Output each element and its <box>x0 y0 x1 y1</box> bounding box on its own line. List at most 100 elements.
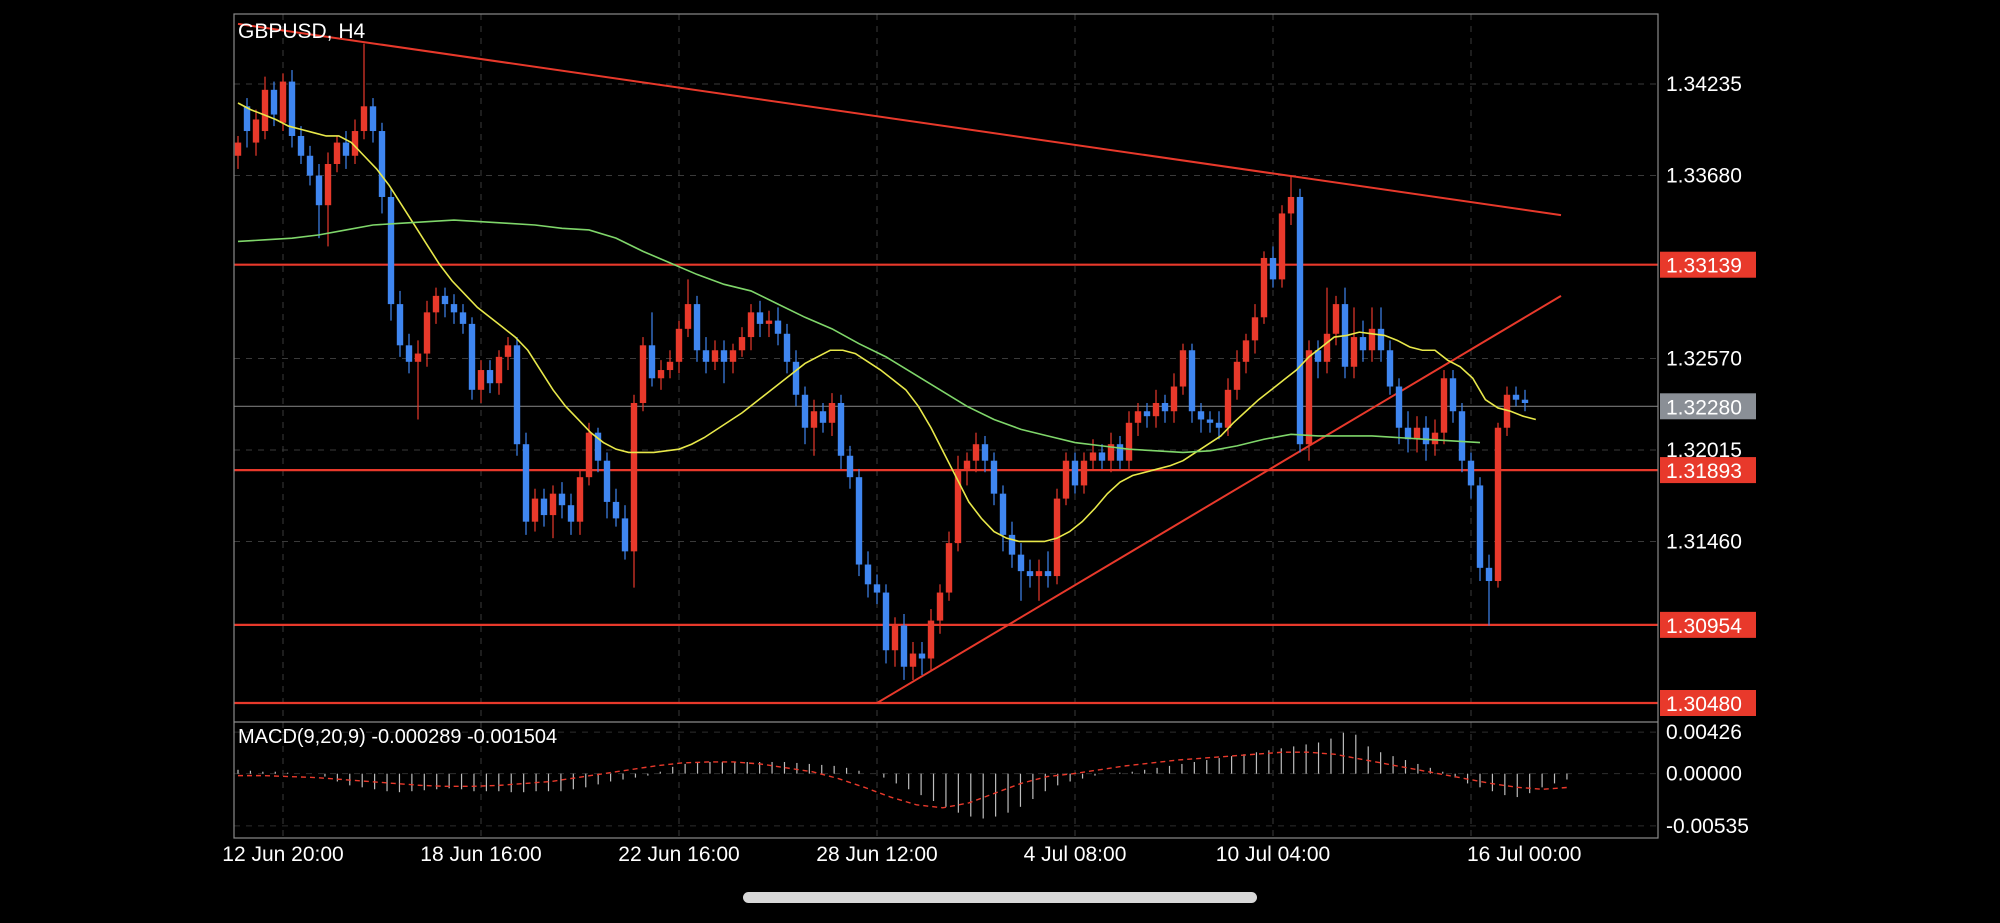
trendline <box>237 22 1562 217</box>
horizontal-levels <box>234 263 1658 705</box>
candle-body <box>495 356 503 384</box>
candle-body <box>315 175 323 206</box>
candle-body <box>1332 304 1340 334</box>
current-price-tag <box>1660 393 1756 420</box>
candle-body <box>1395 386 1403 428</box>
candle-body <box>657 370 665 379</box>
candle-body <box>234 142 242 156</box>
candle-body <box>621 518 629 552</box>
candle-body <box>324 163 332 206</box>
candle-body <box>1035 571 1043 577</box>
candle-body <box>810 411 818 428</box>
candle-body <box>1287 196 1295 214</box>
candle-body <box>882 592 890 651</box>
candle-body <box>1485 567 1493 582</box>
candle-body <box>1377 328 1385 351</box>
candle-body <box>981 444 989 461</box>
candle-body <box>1350 337 1358 367</box>
candle-body <box>675 328 683 362</box>
candle-body <box>540 498 548 516</box>
candle-body <box>1179 350 1187 387</box>
level-price-tag <box>1660 457 1756 484</box>
candle-body <box>954 468 962 544</box>
candle-body <box>1422 427 1430 445</box>
macd-tick-label: 0.00000 <box>1666 763 1742 786</box>
candle-body <box>594 432 602 461</box>
candle-body <box>432 295 440 313</box>
candle-body <box>1107 444 1115 461</box>
candle-body <box>711 350 719 362</box>
candle-body <box>936 592 944 621</box>
chart-area <box>234 14 1658 838</box>
candle-body <box>1251 317 1259 341</box>
candle-body <box>558 493 566 506</box>
time-tick-label: 16 Jul 00:00 <box>1467 843 1581 866</box>
candle-body <box>702 350 710 362</box>
candle-body <box>855 477 863 565</box>
candle-body <box>999 493 1007 535</box>
grid <box>234 14 1658 838</box>
candle-body <box>297 135 305 156</box>
level-price-tag <box>1660 690 1756 716</box>
candle-body <box>1449 378 1457 412</box>
candle-body <box>1098 452 1106 461</box>
candle-body <box>1152 403 1160 417</box>
candle-body <box>1188 350 1196 412</box>
candle-body <box>441 295 449 305</box>
macd-label: MACD(9,20,9) -0.000289 -0.001504 <box>238 726 557 748</box>
candle-body <box>1224 389 1232 428</box>
candle-body <box>270 89 278 115</box>
axis-labels: 1.34235 1.33680 1.32570 1.32015 1.31460 0.004… <box>222 73 1756 866</box>
candle-body <box>1197 411 1205 420</box>
time-tick-label: 22 Jun 16:00 <box>618 843 739 866</box>
candle-body <box>1440 378 1448 433</box>
candle-body <box>1071 460 1079 486</box>
candle-body <box>333 142 341 164</box>
current-price-label: 1.32280 <box>1666 396 1742 419</box>
candle-body <box>459 312 467 324</box>
candle-body <box>990 460 998 494</box>
candle-body <box>1242 340 1250 362</box>
candle-body <box>900 625 908 667</box>
price-tick-label: 1.33680 <box>1666 165 1742 188</box>
candle-body <box>585 432 593 478</box>
candle-body <box>774 320 782 334</box>
symbol-label: GBPUSD, H4 <box>238 20 366 43</box>
candle-body <box>1017 554 1025 572</box>
macd-tick-label: 0.00426 <box>1666 721 1742 744</box>
candle-body <box>765 320 773 324</box>
candle-body <box>783 333 791 362</box>
macd-tick-label: -0.00535 <box>1666 815 1749 838</box>
candle-body <box>414 353 422 362</box>
candle-body <box>693 304 701 351</box>
candle-body <box>756 312 764 324</box>
sma-fast-line <box>237 102 1537 543</box>
candle-body <box>468 323 476 390</box>
candle-body <box>387 196 395 305</box>
candle-body <box>864 564 872 585</box>
candle-body <box>837 403 845 456</box>
candle-body <box>720 350 728 362</box>
trendlines <box>237 22 1562 704</box>
candle-body <box>648 345 656 379</box>
candle-body <box>486 370 494 384</box>
candle-body <box>1206 419 1214 423</box>
candle-body <box>1026 571 1034 577</box>
candle-body <box>1170 386 1178 412</box>
candle-body <box>747 312 755 338</box>
candle-body <box>1044 571 1052 577</box>
candle-body <box>819 411 827 423</box>
candle-body <box>666 361 674 371</box>
candle-body <box>261 89 269 132</box>
candle-body <box>918 653 926 659</box>
time-tick-label: 4 Jul 08:00 <box>1024 843 1127 866</box>
level-price-label: 1.30480 <box>1666 693 1742 716</box>
candle-body <box>630 403 638 552</box>
candle-body <box>729 350 737 362</box>
macd-pane <box>237 732 1570 819</box>
level-price-tag <box>1660 611 1756 638</box>
home-indicator[interactable] <box>743 892 1257 903</box>
candle-body <box>738 337 746 351</box>
candle-body <box>639 345 647 404</box>
